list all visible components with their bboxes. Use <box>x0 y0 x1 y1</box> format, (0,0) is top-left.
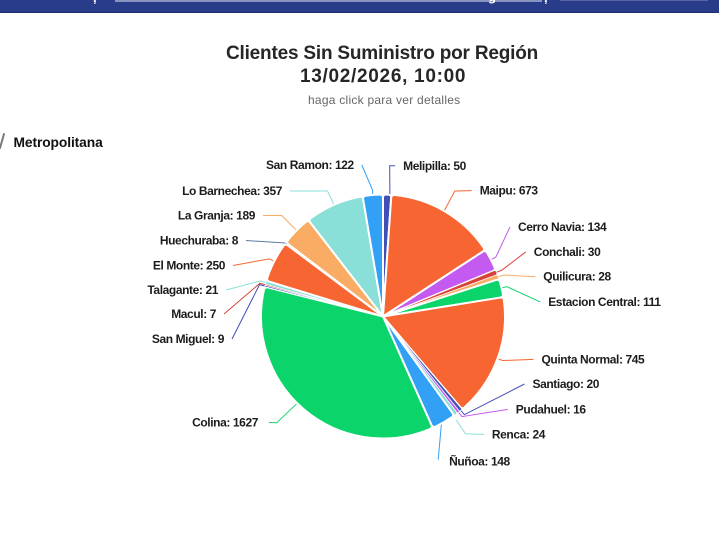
svg-text:Maipu: 673: Maipu: 673 <box>480 184 539 198</box>
svg-text:Melipilla: 50: Melipilla: 50 <box>403 159 467 173</box>
svg-text:Colina: 1627: Colina: 1627 <box>192 416 259 430</box>
svg-text:Talagante: 21: Talagante: 21 <box>147 283 218 297</box>
svg-text:Quilicura: 28: Quilicura: 28 <box>543 270 611 284</box>
svg-text:La Granja: 189: La Granja: 189 <box>178 209 256 223</box>
svg-text:Huechuraba: 8: Huechuraba: 8 <box>160 234 239 248</box>
svg-text:Macul: 7: Macul: 7 <box>171 307 217 321</box>
svg-text:San Miguel: 9: San Miguel: 9 <box>152 332 225 346</box>
svg-text:Estacion Central: 111: Estacion Central: 111 <box>548 295 661 309</box>
svg-text:Lo Barnechea: 357: Lo Barnechea: 357 <box>182 184 283 198</box>
svg-text:San Ramon: 122: San Ramon: 122 <box>266 158 354 172</box>
svg-text:Santiago: 20: Santiago: 20 <box>533 377 600 391</box>
svg-text:Ñuñoa: 148: Ñuñoa: 148 <box>449 453 510 468</box>
svg-text:Quinta Normal: 745: Quinta Normal: 745 <box>542 352 646 366</box>
svg-text:El Monte: 250: El Monte: 250 <box>153 259 226 273</box>
svg-text:Pudahuel: 16: Pudahuel: 16 <box>516 402 587 416</box>
svg-text:Conchali: 30: Conchali: 30 <box>534 245 601 259</box>
svg-text:Cerro Navia: 134: Cerro Navia: 134 <box>518 220 607 234</box>
svg-text:Renca: 24: Renca: 24 <box>492 427 546 441</box>
